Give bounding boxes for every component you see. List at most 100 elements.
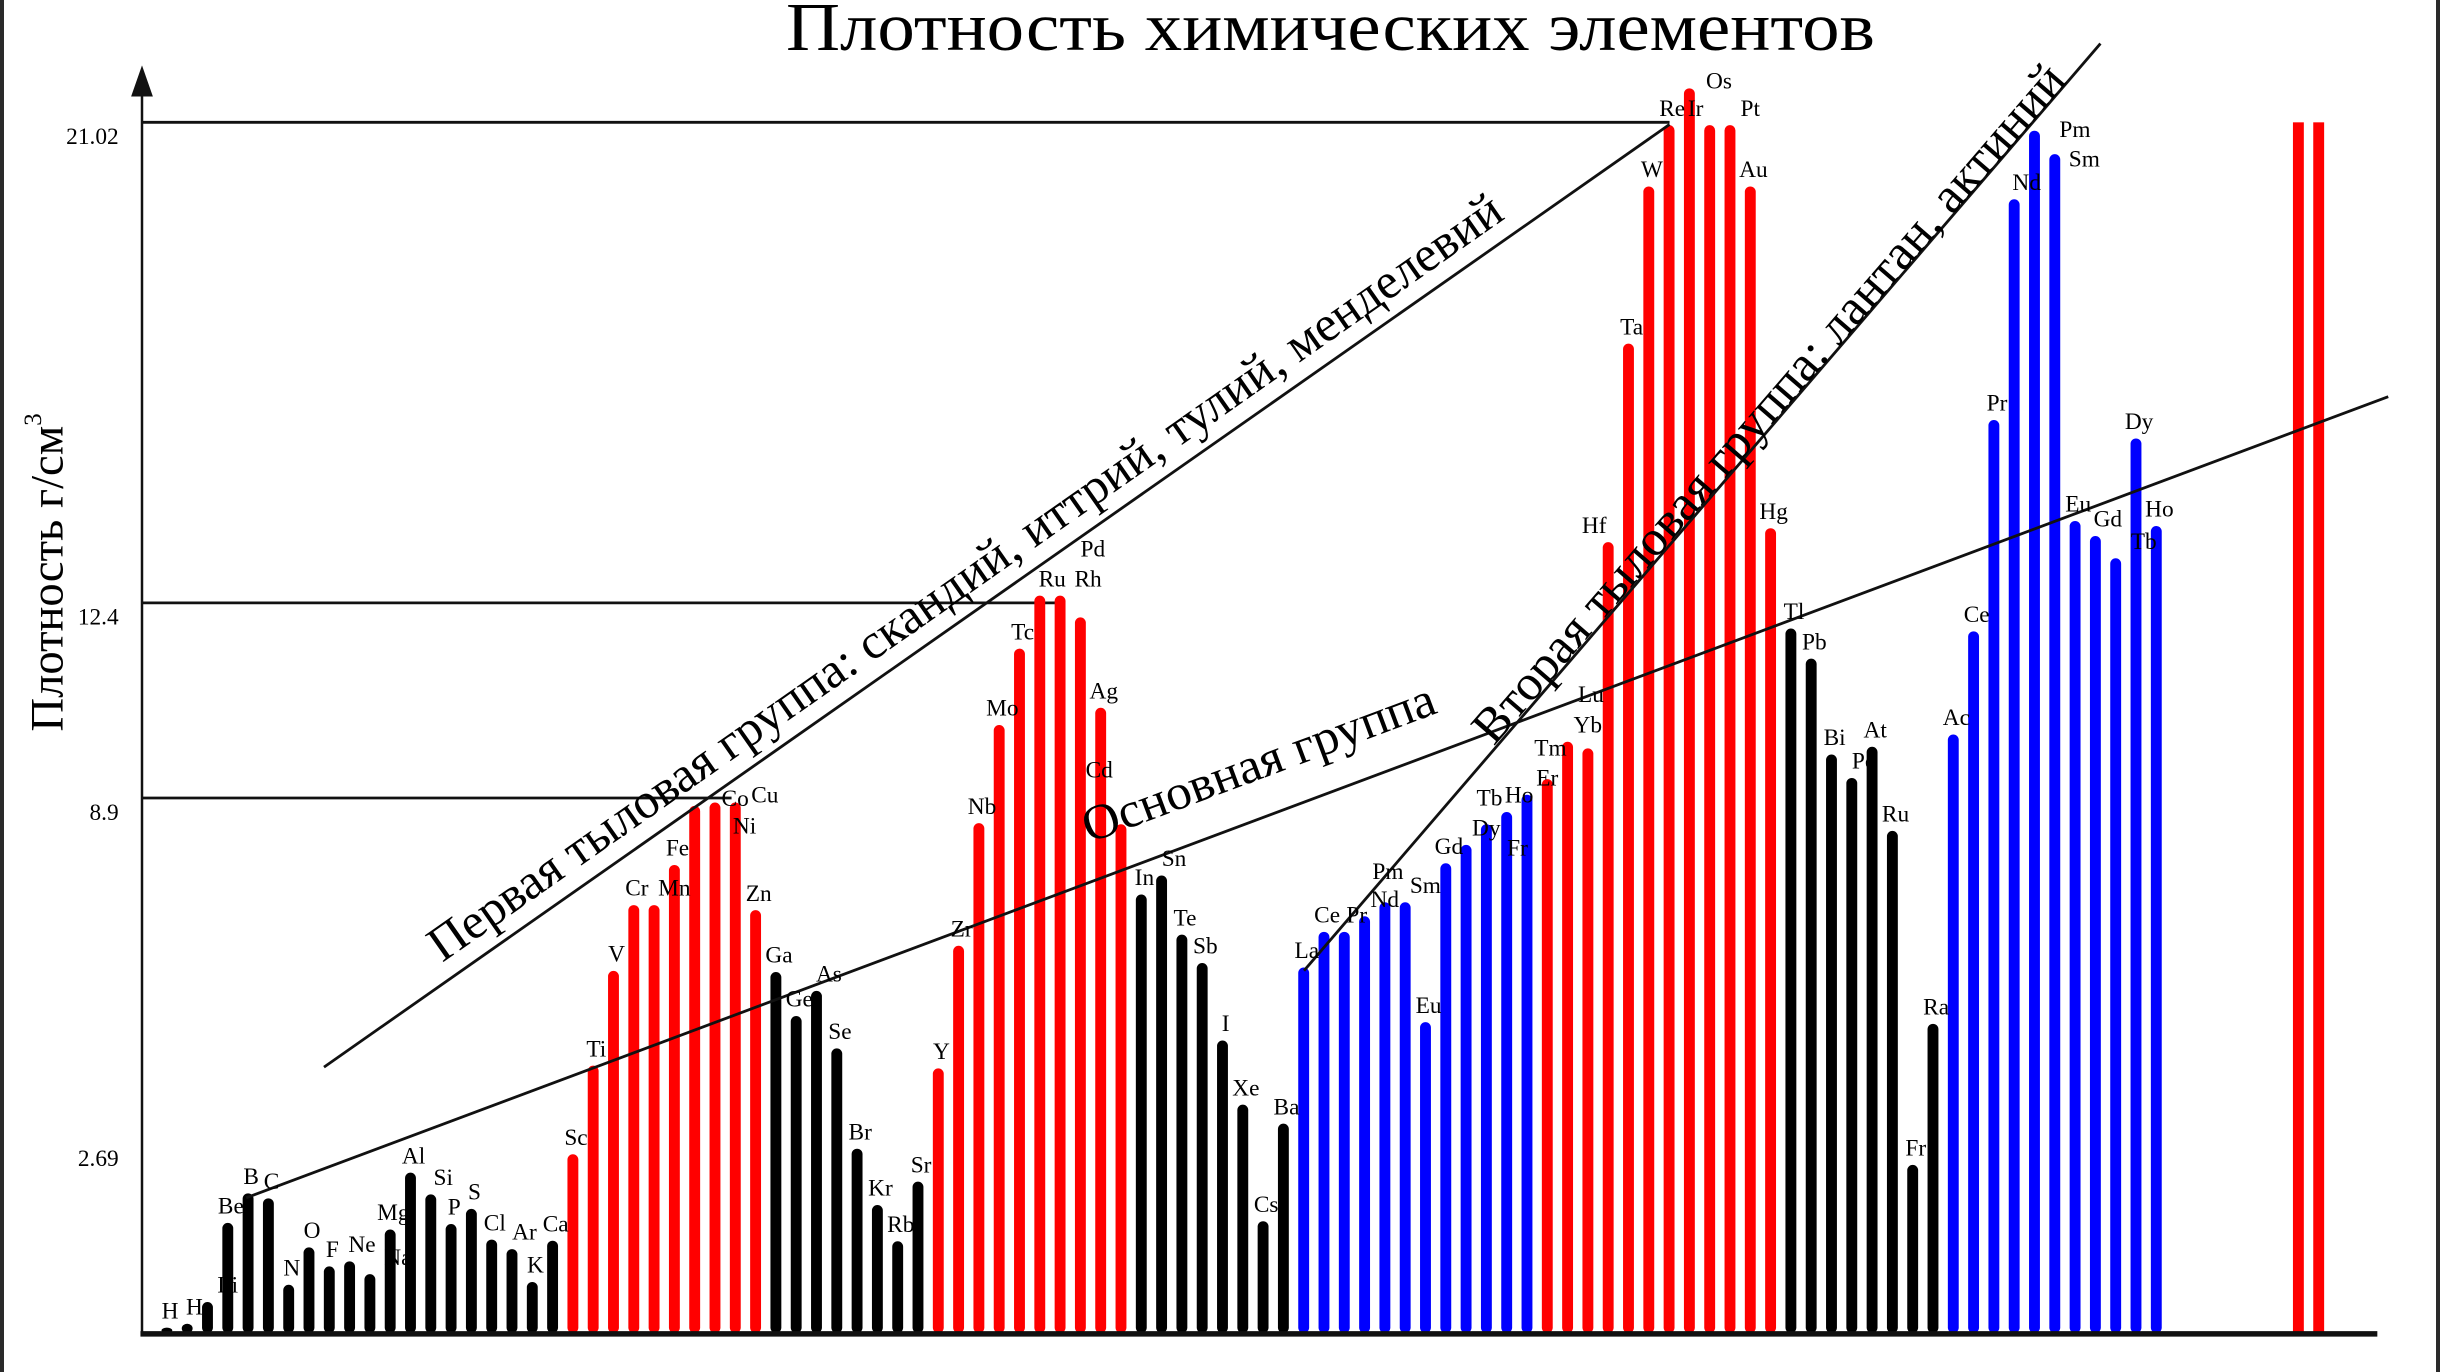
right-border bbox=[2436, 0, 2440, 1372]
bar-at bbox=[1866, 746, 1878, 1334]
bar-pd bbox=[1074, 617, 1086, 1334]
bar-re bbox=[1663, 125, 1675, 1334]
bar-li bbox=[202, 1302, 213, 1334]
bar-pm bbox=[2029, 130, 2040, 1334]
bar-tc bbox=[1014, 648, 1025, 1334]
bar-label: Se bbox=[828, 1019, 851, 1045]
bar-label: Sr bbox=[911, 1152, 932, 1178]
left-border bbox=[0, 0, 4, 1372]
bar-sn bbox=[1156, 875, 1168, 1334]
bar-nb bbox=[973, 823, 985, 1334]
bar-label: Ga bbox=[765, 943, 793, 969]
bar-label: Gd bbox=[2094, 507, 2123, 533]
bar-label: Pr bbox=[1346, 903, 1367, 929]
bar-label: Sc bbox=[564, 1125, 587, 1151]
bar-label: In bbox=[1135, 865, 1155, 891]
bar-label: I bbox=[1222, 1011, 1230, 1037]
bar-ba bbox=[1277, 1123, 1289, 1334]
bar-label: Mo bbox=[986, 696, 1018, 722]
main-group-annotation: Основная группа bbox=[1074, 671, 1443, 853]
bar-label-secondary: Fr bbox=[1507, 835, 1528, 861]
bar-label: Tb bbox=[2131, 529, 2157, 555]
bar-label: Ce bbox=[1314, 903, 1340, 929]
x-axis-label: химические элементы bbox=[910, 1359, 1393, 1372]
bar-tl bbox=[1785, 628, 1797, 1334]
bar-po bbox=[1846, 777, 1858, 1334]
main-group-line bbox=[245, 395, 2389, 1200]
y-tick-labels: 21.02 12.4 8.9 2.69 bbox=[66, 124, 119, 1172]
bar-in bbox=[1135, 894, 1147, 1334]
bar-zn bbox=[750, 910, 762, 1334]
bar-pr bbox=[1338, 931, 1350, 1334]
bar-o bbox=[303, 1247, 315, 1334]
bar-label: C bbox=[264, 1169, 280, 1195]
bar-la bbox=[1298, 967, 1310, 1334]
bar-label: B bbox=[243, 1164, 259, 1190]
bar-label: Ta bbox=[1620, 314, 1644, 340]
bar-label: Zr bbox=[951, 916, 973, 942]
bar-eu bbox=[2069, 520, 2081, 1334]
bar-label: Tb bbox=[1477, 786, 1503, 812]
bar-label: Er bbox=[1536, 765, 1558, 791]
bar-ti bbox=[587, 1065, 599, 1334]
bar-er bbox=[1521, 794, 1533, 1334]
bar-f bbox=[323, 1266, 335, 1334]
bar-label: Tc bbox=[1011, 619, 1034, 645]
bar-label: Nd bbox=[1371, 887, 1400, 913]
bar-ar bbox=[506, 1249, 518, 1334]
bar-os bbox=[1683, 88, 1695, 1334]
bar-w bbox=[1643, 186, 1655, 1334]
bar-label: Ne bbox=[348, 1232, 375, 1258]
bar-label: Eu bbox=[1416, 993, 1442, 1019]
bar-tb bbox=[1480, 824, 1492, 1334]
bar-dy bbox=[1460, 844, 1472, 1334]
bar-label: Dy bbox=[2125, 409, 2154, 435]
bar-tm bbox=[1541, 779, 1553, 1334]
bar-s bbox=[465, 1208, 477, 1334]
bar-label: La bbox=[1294, 938, 1319, 964]
bar-label: Fr bbox=[1905, 1136, 1926, 1162]
bar-cd bbox=[1115, 824, 1127, 1334]
bar-cr bbox=[628, 905, 640, 1334]
bar-label: Rb bbox=[887, 1212, 914, 1238]
bar-al bbox=[405, 1172, 416, 1334]
first-rear-group-annotation: Первая тыловая группа: скандий, иттрий, … bbox=[417, 182, 1513, 972]
bar-ca bbox=[547, 1240, 559, 1334]
bar-te bbox=[1176, 934, 1188, 1334]
bar-v bbox=[608, 970, 619, 1334]
bars bbox=[161, 88, 2325, 1334]
bar-se bbox=[831, 1048, 843, 1334]
y-axis-label-superscript: 3 bbox=[20, 413, 47, 425]
bar-label: Bi bbox=[1824, 725, 1847, 751]
bar-ta bbox=[1623, 343, 1634, 1334]
bar-eu bbox=[1420, 1022, 1431, 1334]
bar-label: As bbox=[816, 962, 842, 988]
bar-p bbox=[445, 1223, 457, 1334]
bar-label: Ge bbox=[786, 987, 813, 1013]
bar-gd bbox=[1440, 863, 1452, 1334]
bar-au bbox=[1744, 186, 1756, 1334]
bar-sm bbox=[2049, 154, 2061, 1334]
bar-label: Ni bbox=[733, 814, 757, 840]
bar-gd bbox=[2089, 536, 2101, 1334]
bar-label: Ru bbox=[1882, 802, 1910, 828]
bar-label: V bbox=[608, 942, 625, 968]
bar-label: Sm bbox=[1410, 873, 1441, 899]
bar-ge bbox=[790, 1016, 802, 1334]
bar-label: Re bbox=[1659, 96, 1685, 122]
bar-b bbox=[242, 1193, 254, 1334]
bar-label: Po bbox=[1852, 749, 1877, 775]
bar-he bbox=[181, 1323, 193, 1334]
bar-label: Nd bbox=[2012, 170, 2041, 196]
bar-label: At bbox=[1864, 717, 1888, 743]
y-axis-arrow-icon bbox=[131, 65, 153, 97]
bar-xe bbox=[1237, 1104, 1249, 1334]
bar-nd bbox=[2008, 199, 2020, 1334]
bar-label: Fe bbox=[666, 836, 689, 862]
bar-pb bbox=[1805, 658, 1817, 1334]
bar-label: Eu bbox=[2065, 492, 2091, 518]
bar-ru bbox=[1886, 830, 1898, 1334]
y-tick-label: 12.4 bbox=[78, 605, 119, 631]
bar-sb bbox=[1196, 963, 1208, 1334]
bar-label: Br bbox=[849, 1119, 873, 1145]
